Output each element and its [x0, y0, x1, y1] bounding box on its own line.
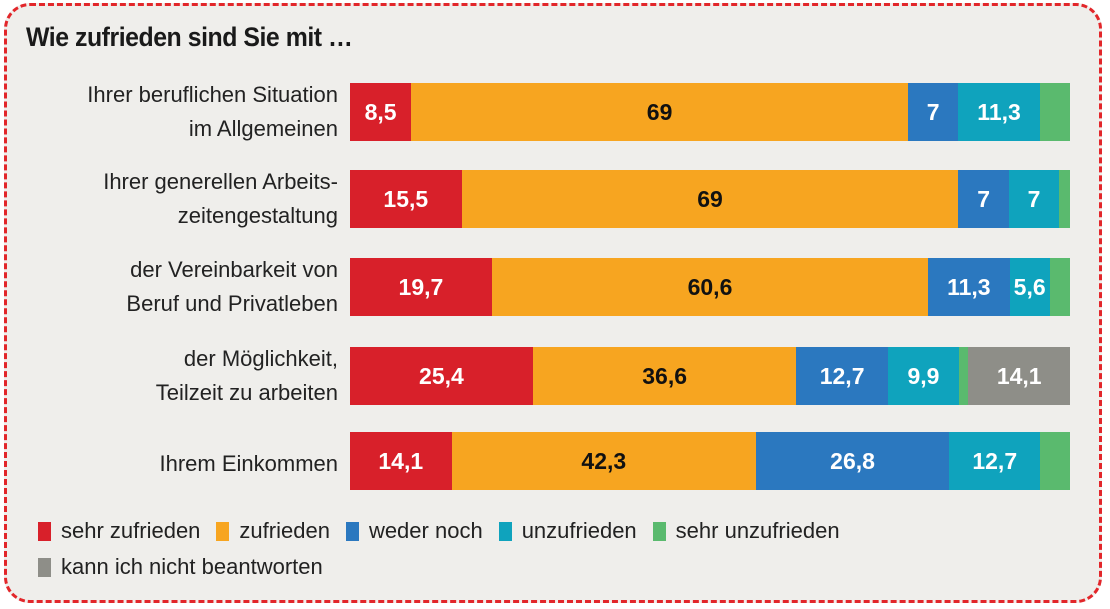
- bar-segment: [959, 347, 969, 405]
- data-label: 26,8: [830, 447, 875, 474]
- legend-swatch: [216, 521, 230, 541]
- bar-segment: 26,8: [756, 432, 950, 490]
- category-label: Ihrer beruflichen Situation im Allgemein…: [87, 82, 338, 141]
- data-label: 15,5: [383, 185, 429, 212]
- bar-segment: 7: [958, 170, 1009, 228]
- data-label: 11,3: [947, 273, 991, 300]
- legend-swatch: [498, 521, 512, 541]
- legend-label: sehr zufrieden: [61, 518, 201, 543]
- bar-segment: 11,3: [958, 83, 1040, 141]
- data-label: 7: [977, 185, 990, 212]
- bar-segment: 42,3: [451, 432, 757, 490]
- bar-segment: 8,5: [350, 83, 412, 141]
- bar-segment: [1039, 83, 1070, 141]
- bar-segment: 36,6: [532, 347, 797, 405]
- data-label: 42,3: [581, 447, 627, 474]
- legend-label: kann ich nicht beantworten: [61, 554, 323, 579]
- data-label: 14,1: [378, 447, 424, 474]
- bar-segment: 69: [411, 83, 908, 141]
- stacked-bar: 19,7 60,6 11,3 5,6: [350, 258, 1070, 316]
- bar-segment: 14,1: [350, 432, 452, 490]
- bar-segment: 7: [1008, 170, 1060, 228]
- bar-segment: [1040, 432, 1070, 490]
- legend-item: weder noch: [345, 516, 483, 546]
- bar-segment: [1049, 258, 1070, 316]
- legend-label: zufrieden: [239, 518, 330, 543]
- bar-segment: 7: [907, 83, 959, 141]
- data-label: 69: [697, 185, 723, 212]
- legend-item: sehr unzufrieden: [652, 516, 840, 546]
- legend-swatch: [652, 521, 666, 541]
- legend: sehr zufrieden zufrieden weder noch unzufri…: [38, 516, 1078, 588]
- bar-segment: 9,9: [887, 347, 960, 405]
- bar-segment: 60,6: [491, 258, 929, 316]
- data-label: 36,6: [642, 362, 688, 389]
- stacked-bar: 14,1 42,3 26,8 12,7: [350, 432, 1070, 490]
- bar-segment: 69: [461, 170, 959, 228]
- stacked-bar: 25,4 36,6 12,7 9,9 14,1: [350, 347, 1070, 405]
- category-label: der Möglichkeit, Teilzeit zu arbeiten: [155, 346, 338, 405]
- legend-label: unzufrieden: [521, 518, 637, 543]
- bar-segment: 12,7: [796, 347, 888, 405]
- data-label: 69: [646, 98, 673, 125]
- data-label: 5,6: [1013, 273, 1046, 300]
- bar-segment: [1059, 170, 1070, 228]
- bar-segment: 12,7: [949, 432, 1041, 490]
- data-label: 8,5: [364, 98, 397, 125]
- data-label: 7: [926, 98, 940, 125]
- data-label: 12,7: [819, 362, 865, 389]
- stacked-bar: 8,5 69 7 11,3: [350, 83, 1070, 141]
- bar-segment: 15,5: [350, 170, 462, 228]
- bar-segment: 14,1: [968, 347, 1070, 405]
- legend-swatch: [38, 557, 51, 577]
- legend-item: sehr zufrieden: [38, 516, 200, 546]
- data-label: 25,4: [419, 362, 464, 389]
- legend-label: weder noch: [368, 518, 483, 543]
- category-label: der Vereinbarkeit von Beruf und Privatle…: [126, 257, 338, 316]
- legend-swatch: [345, 521, 359, 541]
- data-label: 12,7: [972, 447, 1018, 474]
- bar-segment: 19,7: [350, 258, 492, 316]
- data-label: 19,7: [398, 273, 444, 300]
- bar-segment: 25,4: [350, 347, 533, 405]
- bar-segment: 5,6: [1009, 258, 1050, 316]
- data-label: 60,6: [687, 273, 733, 300]
- legend-swatch: [38, 521, 51, 541]
- legend-item: kann ich nicht beantworten: [38, 552, 323, 582]
- data-label: 14,1: [996, 362, 1042, 389]
- legend-item: unzufrieden: [498, 516, 637, 546]
- category-label: Ihrem Einkommen: [159, 451, 338, 476]
- data-label: 7: [1027, 185, 1041, 212]
- data-label: 11,3: [977, 98, 1021, 125]
- stacked-bar: 15,5 69 7 7: [350, 170, 1070, 228]
- data-label: 9,9: [907, 362, 940, 389]
- bar-segment: 11,3: [928, 258, 1010, 316]
- category-label: Ihrer generellen Arbeits- zeitengestaltu…: [103, 169, 338, 228]
- chart-title: Wie zufrieden sind Sie mit …: [26, 22, 353, 52]
- legend-label: sehr unzufrieden: [675, 518, 840, 543]
- legend-item: zufrieden: [216, 516, 330, 546]
